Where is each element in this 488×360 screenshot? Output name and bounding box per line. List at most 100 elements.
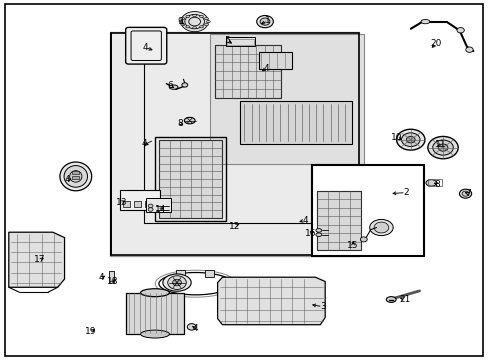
Ellipse shape bbox=[369, 220, 392, 236]
Ellipse shape bbox=[148, 208, 153, 211]
Text: 11: 11 bbox=[434, 140, 446, 149]
Text: 21: 21 bbox=[398, 295, 410, 304]
Text: 19: 19 bbox=[84, 328, 96, 336]
Ellipse shape bbox=[182, 83, 187, 87]
Bar bbox=[225, 37, 255, 46]
Ellipse shape bbox=[167, 276, 186, 289]
Polygon shape bbox=[9, 232, 64, 287]
Ellipse shape bbox=[192, 27, 196, 29]
Ellipse shape bbox=[437, 144, 447, 151]
Text: 4: 4 bbox=[302, 216, 307, 225]
Ellipse shape bbox=[315, 229, 321, 232]
Ellipse shape bbox=[386, 297, 395, 302]
Text: 9: 9 bbox=[177, 17, 183, 26]
Ellipse shape bbox=[420, 19, 429, 24]
Text: 15: 15 bbox=[346, 241, 358, 250]
Text: 2: 2 bbox=[402, 188, 408, 197]
Ellipse shape bbox=[315, 233, 321, 237]
Bar bbox=[111, 33, 358, 255]
Text: 4: 4 bbox=[263, 64, 269, 73]
Ellipse shape bbox=[163, 274, 191, 291]
Bar bbox=[227, 39, 253, 45]
Ellipse shape bbox=[199, 26, 203, 28]
Ellipse shape bbox=[69, 171, 81, 182]
Text: 3: 3 bbox=[319, 302, 325, 311]
Ellipse shape bbox=[206, 21, 210, 23]
Ellipse shape bbox=[396, 129, 424, 150]
Bar bbox=[134, 201, 141, 207]
Ellipse shape bbox=[465, 47, 472, 52]
Text: 8: 8 bbox=[177, 118, 183, 127]
Ellipse shape bbox=[184, 14, 204, 29]
Text: 1: 1 bbox=[264, 16, 270, 25]
Ellipse shape bbox=[461, 191, 468, 196]
Ellipse shape bbox=[406, 136, 414, 143]
Text: 5: 5 bbox=[224, 36, 229, 45]
Ellipse shape bbox=[373, 222, 388, 233]
Bar bbox=[155, 137, 226, 221]
Ellipse shape bbox=[204, 18, 208, 20]
Bar bbox=[205, 270, 214, 277]
Ellipse shape bbox=[401, 133, 419, 147]
Ellipse shape bbox=[360, 237, 366, 242]
Text: 4: 4 bbox=[99, 274, 104, 282]
Ellipse shape bbox=[184, 117, 195, 124]
Ellipse shape bbox=[199, 15, 203, 17]
Ellipse shape bbox=[179, 21, 183, 23]
Bar bbox=[239, 101, 351, 144]
Bar bbox=[108, 271, 114, 282]
FancyBboxPatch shape bbox=[125, 27, 166, 64]
Ellipse shape bbox=[256, 15, 273, 28]
Bar bbox=[108, 281, 114, 283]
Bar bbox=[144, 201, 151, 207]
Bar bbox=[120, 190, 160, 210]
Text: 20: 20 bbox=[429, 40, 441, 49]
Text: 13: 13 bbox=[115, 198, 127, 207]
Ellipse shape bbox=[181, 18, 184, 20]
Ellipse shape bbox=[204, 23, 208, 26]
Ellipse shape bbox=[185, 26, 189, 28]
Ellipse shape bbox=[425, 180, 436, 186]
Text: 12: 12 bbox=[228, 222, 240, 231]
Text: 10: 10 bbox=[390, 133, 402, 142]
Bar bbox=[210, 34, 364, 164]
Text: 4: 4 bbox=[192, 324, 198, 333]
Bar bbox=[110, 32, 359, 256]
Bar bbox=[72, 171, 79, 174]
Ellipse shape bbox=[192, 14, 196, 17]
Text: 7: 7 bbox=[465, 189, 470, 198]
Ellipse shape bbox=[260, 18, 269, 25]
Ellipse shape bbox=[432, 140, 452, 155]
Bar bbox=[316, 191, 360, 250]
Ellipse shape bbox=[141, 330, 169, 338]
Ellipse shape bbox=[187, 324, 196, 330]
Ellipse shape bbox=[185, 15, 189, 17]
Bar bbox=[427, 179, 441, 186]
Text: 8: 8 bbox=[434, 180, 440, 189]
Ellipse shape bbox=[386, 190, 395, 197]
Ellipse shape bbox=[148, 204, 153, 208]
Bar bbox=[259, 52, 292, 69]
Ellipse shape bbox=[64, 166, 87, 187]
Polygon shape bbox=[217, 277, 325, 325]
Text: 4: 4 bbox=[142, 43, 148, 52]
Ellipse shape bbox=[458, 189, 470, 198]
Ellipse shape bbox=[169, 85, 178, 89]
Bar bbox=[72, 176, 79, 179]
Ellipse shape bbox=[181, 23, 184, 26]
Ellipse shape bbox=[427, 136, 457, 159]
Text: 6: 6 bbox=[167, 81, 173, 90]
Bar bbox=[215, 45, 281, 98]
Bar bbox=[159, 140, 222, 218]
Text: 14: 14 bbox=[154, 205, 166, 214]
Bar bbox=[145, 198, 171, 212]
Text: 17: 17 bbox=[34, 256, 46, 264]
Bar bbox=[123, 201, 130, 207]
Bar bbox=[126, 293, 183, 334]
Ellipse shape bbox=[181, 12, 208, 32]
Text: 4: 4 bbox=[64, 175, 70, 184]
Ellipse shape bbox=[188, 17, 200, 26]
Ellipse shape bbox=[456, 28, 464, 33]
Bar bbox=[176, 270, 184, 277]
Ellipse shape bbox=[60, 162, 92, 191]
